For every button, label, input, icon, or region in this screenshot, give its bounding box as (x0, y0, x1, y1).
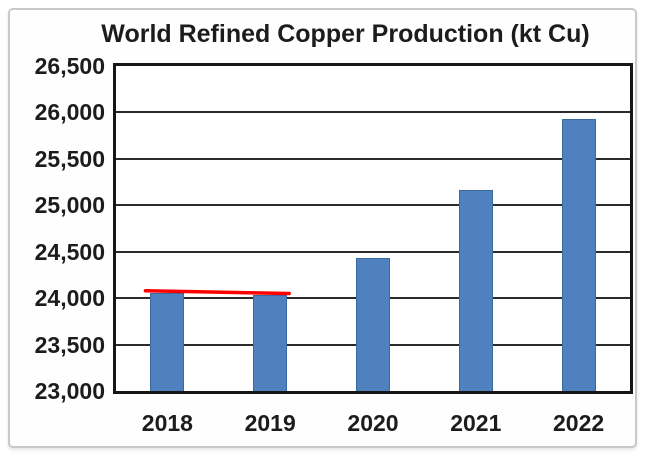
annotation-layer (143, 288, 291, 296)
gridline-25500 (116, 157, 630, 160)
ytick-label-24500: 24,500 (34, 238, 105, 265)
bar-2019 (253, 295, 288, 391)
ytick-label-24000: 24,000 (34, 285, 105, 312)
xtick-label-2020: 2020 (347, 410, 399, 436)
chart-title: World Refined Copper Production (kt Cu) (101, 20, 590, 48)
bars-layer (116, 66, 630, 391)
xtick-label-2022: 2022 (553, 410, 605, 436)
ytick-label-26000: 26,000 (34, 99, 105, 126)
bar-2021 (458, 189, 493, 391)
gridline-24500 (116, 250, 630, 253)
bar-2020 (356, 258, 390, 391)
plot-area (113, 63, 633, 394)
gridline-25000 (116, 204, 630, 207)
ytick-label-25500: 25,500 (34, 145, 105, 172)
xtick-label-2019: 2019 (244, 410, 296, 436)
gridline-26000 (116, 111, 630, 114)
xtick-label-2021: 2021 (450, 410, 502, 436)
chart-frame: World Refined Copper Production (kt Cu) … (8, 8, 637, 448)
ytick-label-23500: 23,500 (34, 331, 105, 358)
xtick-label-2018: 2018 (141, 410, 193, 436)
ytick-label-25000: 25,000 (34, 192, 105, 219)
bar-2022 (561, 118, 596, 391)
bar-2018 (150, 292, 185, 391)
ytick-label-26500: 26,500 (34, 53, 105, 79)
ytick-label-23000: 23,000 (34, 378, 105, 404)
red-trend-line (143, 288, 291, 296)
